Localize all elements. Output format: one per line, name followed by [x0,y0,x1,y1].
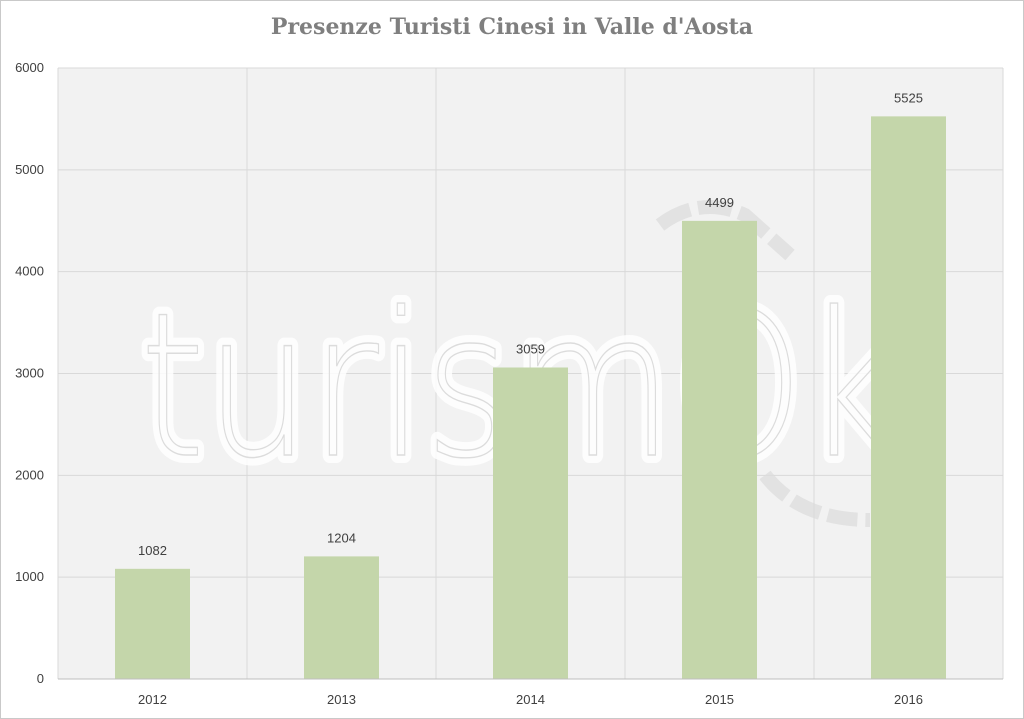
y-tick-label: 4000 [15,264,44,279]
x-tick-label: 2013 [327,692,356,707]
y-tick-label: 5000 [15,162,44,177]
y-tick-label: 0 [37,671,44,686]
bar-2015 [682,220,757,679]
x-tick-label: 2015 [705,692,734,707]
data-label-2015: 4499 [705,195,734,210]
bar-2014 [493,367,568,679]
x-tick-label: 2016 [894,692,923,707]
y-tick-label: 3000 [15,366,44,381]
data-label-2013: 1204 [327,530,356,545]
data-labels: 1082 1204 3059 4499 5525 [138,90,923,557]
data-label-2016: 5525 [894,90,923,105]
data-label-2012: 1082 [138,543,167,558]
bar-2012 [115,568,190,679]
y-axis: 0 1000 2000 3000 4000 5000 6000 [15,60,44,686]
bar-2013 [304,556,379,679]
y-tick-label: 2000 [15,467,44,482]
y-tick-label: 6000 [15,60,44,75]
data-label-2014: 3059 [516,341,545,356]
bar-2016 [871,116,946,679]
y-tick-label: 1000 [15,569,44,584]
x-axis: 2012 2013 2014 2015 2016 [58,678,1003,707]
bars [115,116,946,679]
chart-title: Presenze Turisti Cinesi in Valle d'Aosta [270,14,754,40]
watermark-arrow-arc-top [655,200,795,261]
watermark-arrow-arc-bottom [759,470,871,527]
x-tick-label: 2012 [138,692,167,707]
x-tick-label: 2014 [516,692,545,707]
